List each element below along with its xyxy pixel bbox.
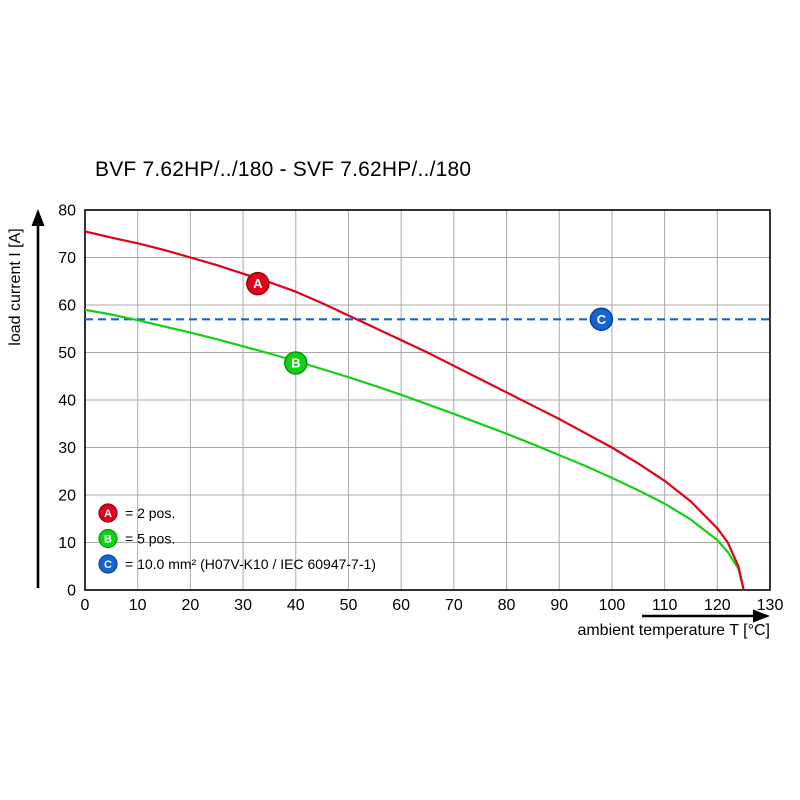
- x-tick-label: 120: [704, 597, 731, 614]
- marker-A: [246, 271, 270, 296]
- x-axis-arrow: [642, 609, 770, 623]
- x-tick-label: 110: [652, 597, 678, 614]
- y-axis-arrow: [31, 209, 45, 588]
- legend: A = 2 pos. B = 5 pos. C = 10.0 mm² (H07V-K10 …: [98, 503, 376, 574]
- marker-letter-A: A: [253, 276, 263, 291]
- x-tick-label: 30: [234, 597, 252, 614]
- x-tick-label: 20: [181, 597, 199, 614]
- x-tick-label: 10: [129, 597, 147, 614]
- legend-label-B: = 5 pos.: [125, 531, 175, 547]
- marker-B: [284, 351, 308, 375]
- y-tick-label: 60: [58, 298, 76, 315]
- x-tick-label: 0: [81, 597, 90, 614]
- grid: [85, 210, 770, 590]
- legend-label-C: = 10.0 mm² (H07V-K10 / IEC 60947-7-1): [125, 556, 376, 572]
- x-tick-label: 60: [392, 597, 410, 614]
- x-axis-label: ambient temperature T [°C]: [577, 622, 770, 639]
- legend-swatch-C: [98, 554, 118, 574]
- x-tick-label: 100: [599, 597, 626, 614]
- legend-swatch-A: [98, 503, 118, 523]
- x-tick-label: 70: [445, 597, 463, 614]
- y-tick-label: 0: [67, 583, 76, 600]
- curve-B: [84, 308, 745, 591]
- chart-title: BVF 7.62HP/../180 - SVF 7.62HP/../180: [95, 158, 472, 181]
- curve-A: [84, 230, 745, 591]
- legend-letter-B: B: [104, 534, 112, 546]
- legend-letter-A: A: [104, 508, 112, 520]
- x-tick-label: 50: [340, 597, 358, 614]
- marker-C: [589, 307, 614, 331]
- curve-markers: A B C: [246, 271, 614, 375]
- legend-letter-C: C: [104, 559, 112, 571]
- y-tick-label: 10: [58, 535, 76, 552]
- y-tick-label: 70: [58, 250, 76, 267]
- x-tick-label: 90: [550, 597, 568, 614]
- legend-swatch-B: [98, 528, 118, 549]
- x-tick-label: 80: [498, 597, 516, 614]
- x-tick-label: 40: [287, 597, 305, 614]
- y-tick-labels: 0 10 20 30 40 50 60 70 80: [58, 203, 76, 600]
- marker-letter-C: C: [597, 312, 607, 327]
- x-tick-labels: 0 10 20 30 40 50 60 70 80 90 100 110 120 130: [81, 597, 784, 614]
- y-tick-label: 20: [58, 488, 76, 505]
- y-tick-label: 40: [58, 393, 76, 410]
- legend-label-A: = 2 pos.: [125, 505, 175, 521]
- marker-letter-B: B: [291, 355, 300, 370]
- y-tick-label: 30: [58, 440, 76, 457]
- curves: [84, 230, 770, 591]
- y-tick-label: 50: [58, 345, 76, 362]
- x-tick-label: 130: [757, 597, 784, 614]
- plot-border: [84, 209, 771, 591]
- y-tick-label: 80: [58, 203, 76, 220]
